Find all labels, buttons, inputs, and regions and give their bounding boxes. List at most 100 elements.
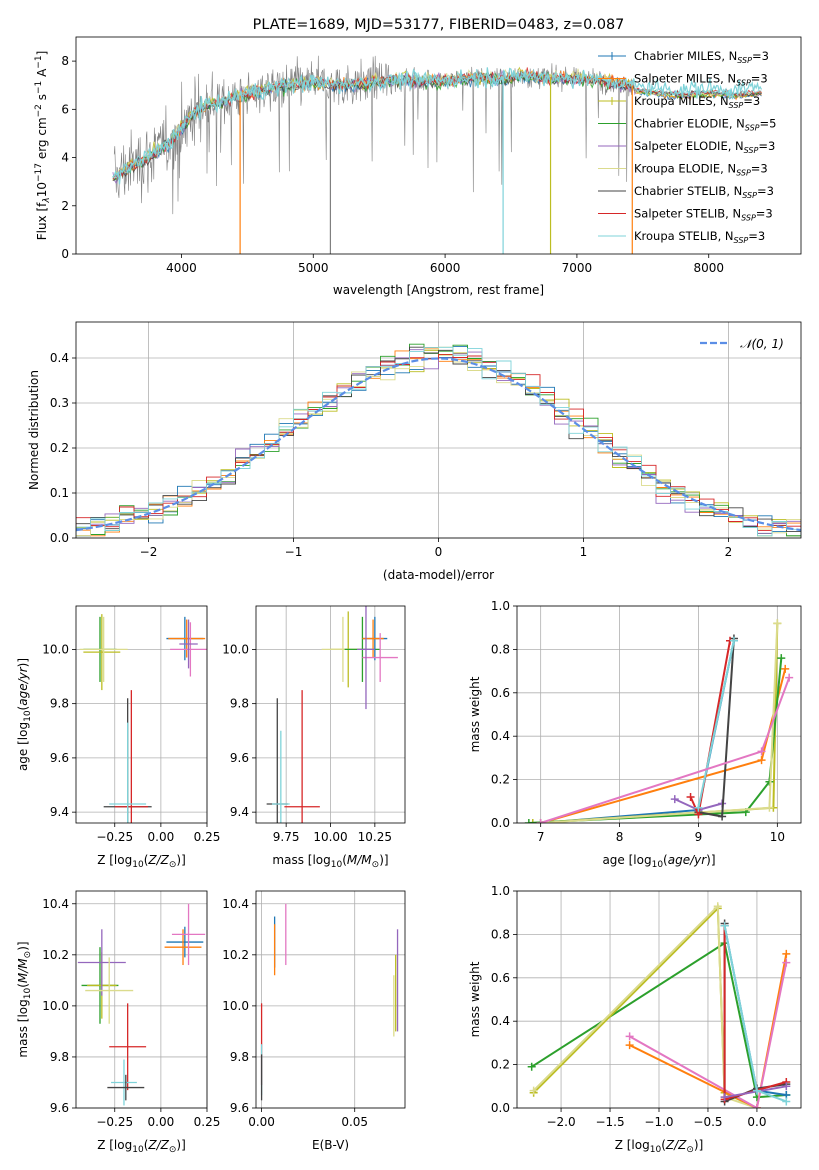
legend-label: 𝒩(0, 1) <box>740 337 784 351</box>
x-tick-label: 0.25 <box>194 1115 221 1129</box>
model-spectrum <box>112 68 762 179</box>
mass_vs_ebv-plot-area <box>260 903 399 1101</box>
weight-marker <box>528 819 537 823</box>
age_vs_mass-axes: 9.75 10.00 10.25 9.4 9.6 9.8 10.0 <box>222 606 405 844</box>
weight-marker <box>625 1041 634 1050</box>
x-tick-label: −1 <box>285 545 303 559</box>
y-tick-label: 0.2 <box>50 441 69 455</box>
y-tick-label: 10.0 <box>222 642 249 656</box>
spectrum-ylabel: Flux [fλ10−17 erg cm−2 s−1 A−1] <box>34 51 52 241</box>
weight-line <box>532 903 758 1108</box>
x-tick-label: 2 <box>725 545 733 559</box>
errorbar-point <box>109 1003 147 1091</box>
errorbar-point <box>166 926 204 958</box>
weight_vs_age-frame <box>516 605 802 824</box>
weight-line <box>697 640 735 809</box>
y-tick-label: 0.2 <box>491 1058 510 1072</box>
weight-line <box>540 677 791 823</box>
errorbar-point <box>168 619 206 658</box>
legend-label: Chabrier STELIB, NSSP=3 <box>634 184 774 200</box>
weight-marker <box>782 958 791 967</box>
x-tick-label: 10 <box>770 830 785 844</box>
errorbar-point <box>109 722 147 823</box>
mass_vs_z-plot-area <box>77 903 206 1106</box>
x-tick-label: 0.00 <box>148 1115 175 1129</box>
y-tick-label: 10.2 <box>42 948 69 962</box>
spectrum-legend: Chabrier MILES, NSSP=3 Salpeter MILES, NS… <box>598 49 776 245</box>
x-tick-label: 0.25 <box>194 830 221 844</box>
weight-line <box>723 925 787 1103</box>
legend-label: Kroupa MILES, NSSP=3 <box>634 94 760 110</box>
y-tick-label: 6 <box>61 102 69 116</box>
weight-marker <box>782 1097 791 1106</box>
y-tick-label: 0.0 <box>50 531 69 545</box>
spectrum-xlabel: wavelength [Angstrom, rest frame] <box>333 283 544 297</box>
mass_vs_z-frame <box>75 890 208 1109</box>
y-tick-label: 9.8 <box>230 697 249 711</box>
weight-marker <box>765 803 774 812</box>
x-tick-label: 8000 <box>693 261 724 275</box>
weight_vs_age-axes: 7 8 9 10 0.0 0.2 0.4 0.6 0.8 1.0 <box>491 599 801 844</box>
y-tick-label: 10.4 <box>42 897 69 911</box>
errorbar-point <box>85 957 134 1024</box>
weight-marker <box>785 673 794 682</box>
x-tick-label: 10.25 <box>358 830 392 844</box>
weight-marker <box>694 803 703 812</box>
weight-marker <box>536 819 545 823</box>
model-spectrum <box>112 67 763 185</box>
errorbar-point <box>164 929 202 966</box>
legend-label: Salpeter ELODIE, NSSP=3 <box>634 139 775 155</box>
errorbar-point <box>362 633 398 682</box>
x-tick-label: 0.05 <box>341 1115 368 1129</box>
y-tick-label: 9.8 <box>50 697 69 711</box>
errorbar-point <box>271 730 290 823</box>
legend-label: Kroupa ELODIE, NSSP=3 <box>634 162 768 178</box>
legend-label: Chabrier MILES, NSSP=3 <box>634 49 769 65</box>
weight-marker <box>670 795 679 804</box>
weight-marker <box>524 819 533 823</box>
x-tick-label: −0.25 <box>96 830 133 844</box>
y-tick-label: 10.2 <box>222 948 249 962</box>
x-tick-label: −2.0 <box>546 1115 575 1129</box>
errorbar-point <box>170 622 207 677</box>
y-tick-label: 4 <box>61 151 69 165</box>
age-vs-z-xlabel: Z [log10(Z/Z⊙)] <box>97 853 186 870</box>
y-tick-label: 0.0 <box>491 1101 510 1115</box>
weight_vs_z-plot-area <box>527 902 791 1108</box>
x-tick-label: −0.5 <box>693 1115 722 1129</box>
y-tick-label: 2 <box>61 199 69 213</box>
weight-line <box>528 658 783 823</box>
residuals-ylabel: Normed distribution <box>27 370 41 490</box>
age_vs_mass-plot-area <box>266 606 398 823</box>
y-tick-label: 10.0 <box>222 999 249 1013</box>
y-tick-label: 9.8 <box>50 1050 69 1064</box>
y-tick-label: 0.8 <box>491 927 510 941</box>
spectrum-plot-area <box>112 55 763 254</box>
y-tick-label: 9.6 <box>50 1101 69 1115</box>
y-tick-label: 0.2 <box>491 773 510 787</box>
weight-line <box>540 623 779 823</box>
weight-marker <box>713 902 722 911</box>
weight-marker <box>625 1032 634 1041</box>
weight-marker <box>720 1093 729 1102</box>
weight-marker <box>529 1086 538 1095</box>
y-tick-label: 9.4 <box>50 805 69 819</box>
x-tick-label: 9.75 <box>273 830 300 844</box>
weight_vs_z-ylabel: mass weight <box>468 961 482 1037</box>
weight-line <box>724 1085 787 1099</box>
weight-marker <box>720 921 729 930</box>
x-tick-label: −1.0 <box>644 1115 673 1129</box>
normal-curve <box>76 357 801 532</box>
weight-marker <box>782 949 791 958</box>
y-tick-label: 0.6 <box>491 971 510 985</box>
residuals-axes: −2 −1 0 1 2 0.0 0.1 0.2 0.3 0.4 <box>50 322 801 559</box>
weight_vs_age-plot-area <box>524 619 794 823</box>
legend-label: Salpeter STELIB, NSSP=3 <box>634 207 773 223</box>
x-tick-label: 0 <box>435 545 443 559</box>
y-tick-label: 9.8 <box>230 1050 249 1064</box>
residuals-xlabel: (data-model)/error <box>383 568 494 582</box>
age-vs-z-ylabel: age [log10(age/yr)] <box>16 658 33 771</box>
x-tick-label: 7 <box>537 830 545 844</box>
errorbar-point <box>179 619 198 669</box>
